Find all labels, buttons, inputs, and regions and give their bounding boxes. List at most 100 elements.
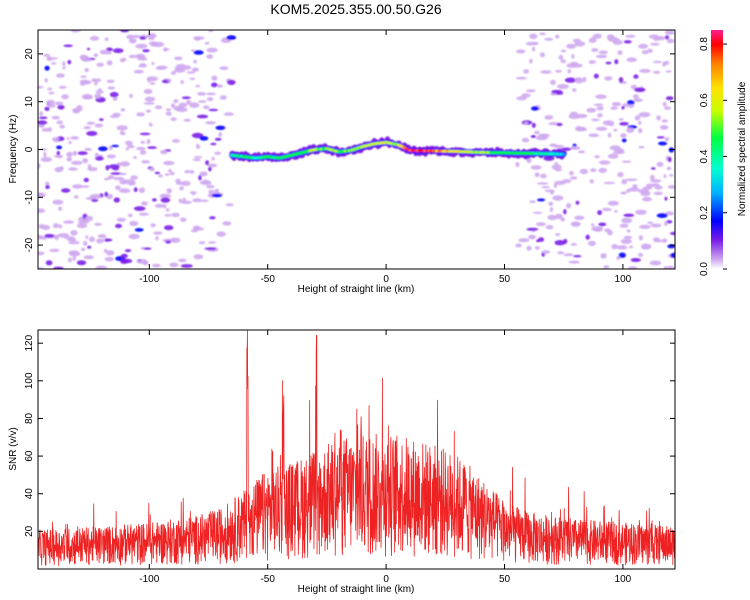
noise-cell <box>607 230 613 236</box>
noise-cell <box>632 184 638 189</box>
noise-cell <box>210 142 217 146</box>
noise-cell <box>634 87 646 93</box>
noise-cell <box>516 96 527 101</box>
noise-cell <box>585 234 590 240</box>
noise-cell <box>38 163 41 169</box>
noise-cell <box>614 147 625 154</box>
noise-cell <box>118 188 131 194</box>
noise-cell <box>129 220 139 227</box>
noise-cell <box>208 108 219 112</box>
x-tick-label: 0 <box>383 274 389 285</box>
noise-cell <box>549 207 554 213</box>
noise-cell <box>582 76 587 83</box>
snr-xlabel: Height of straight line (km) <box>298 584 415 595</box>
noise-cell <box>137 57 148 61</box>
noise-cell <box>550 79 556 85</box>
noise-cell <box>211 193 223 198</box>
noise-cell <box>89 236 95 243</box>
spectrogram-heatmap <box>38 30 675 269</box>
spectrogram-ylabel: Frequency (Hz) <box>8 115 19 184</box>
noise-cell <box>206 184 215 189</box>
noise-cell <box>38 85 44 89</box>
noise-cell <box>53 223 59 229</box>
noise-cell <box>614 59 619 65</box>
noise-cell <box>526 227 539 231</box>
colorbar-label: Normalized spectral amplitude <box>737 81 748 216</box>
noise-cell <box>174 65 183 70</box>
snr-ticks: -100 -50 0 50 100 20 40 60 80 100 120 <box>24 330 675 585</box>
noise-cell <box>537 198 546 202</box>
noise-cell <box>591 223 595 227</box>
noise-cell <box>603 181 616 185</box>
noise-cell <box>630 84 638 90</box>
noise-cell <box>180 80 184 84</box>
noise-cell <box>53 266 64 269</box>
noise-cell <box>99 118 104 121</box>
noise-cell <box>77 151 88 156</box>
noise-cell <box>169 171 175 176</box>
noise-cell <box>71 184 84 189</box>
noise-cell <box>633 94 639 99</box>
noise-cell <box>81 185 90 188</box>
snr-ylabel: SNR (v/v) <box>8 427 19 470</box>
noise-cell <box>120 132 126 136</box>
noise-cell <box>552 195 564 201</box>
noise-cell <box>571 54 575 59</box>
noise-cell <box>83 255 94 260</box>
noise-cell <box>84 67 89 73</box>
noise-cell <box>120 108 126 112</box>
noise-cell <box>526 89 536 93</box>
noise-cell <box>56 145 63 150</box>
noise-cell <box>163 48 170 51</box>
noise-cell <box>664 106 672 110</box>
noise-cell <box>555 69 562 73</box>
noise-cell <box>47 57 58 60</box>
noise-cell <box>619 122 629 126</box>
noise-cell <box>141 201 148 206</box>
noise-cell <box>214 137 222 141</box>
y-tick-label: 20 <box>24 48 35 60</box>
noise-cell <box>148 37 155 40</box>
noise-cell <box>518 238 530 243</box>
noise-cell <box>57 233 70 238</box>
noise-cell <box>180 217 187 222</box>
noise-cell <box>623 213 635 217</box>
noise-cell <box>82 158 89 164</box>
noise-cell <box>165 108 172 111</box>
noise-cell <box>621 106 625 110</box>
noise-cell <box>607 153 619 159</box>
colorbar-tick-label: 0.4 <box>699 149 710 163</box>
noise-cell <box>51 115 60 120</box>
noise-cell <box>189 102 200 108</box>
noise-cell <box>178 258 187 263</box>
noise-cell <box>141 246 145 250</box>
noise-cell <box>606 34 615 40</box>
noise-cell <box>566 63 578 68</box>
noise-cell <box>563 209 567 215</box>
noise-cell <box>638 145 645 149</box>
noise-cell <box>618 77 624 83</box>
noise-cell <box>198 175 202 181</box>
noise-cell <box>638 252 643 258</box>
noise-cell <box>166 188 172 194</box>
noise-cell <box>560 217 565 222</box>
noise-cell <box>541 250 551 254</box>
noise-cell <box>623 235 633 239</box>
noise-cell <box>562 179 572 183</box>
noise-cell <box>666 166 672 171</box>
noise-cell <box>637 121 642 125</box>
noise-cell <box>566 203 572 209</box>
noise-cell <box>591 118 600 122</box>
noise-cell <box>617 172 624 178</box>
noise-cell <box>45 184 50 190</box>
noise-cell <box>532 41 539 46</box>
noise-cell <box>214 151 222 155</box>
noise-cell <box>608 123 614 127</box>
noise-cell <box>598 160 611 165</box>
noise-cell <box>620 238 632 244</box>
noise-cell <box>85 235 89 239</box>
noise-cell <box>622 160 632 163</box>
noise-cell <box>106 193 113 200</box>
noise-cell <box>153 231 163 235</box>
noise-cell <box>215 125 226 130</box>
